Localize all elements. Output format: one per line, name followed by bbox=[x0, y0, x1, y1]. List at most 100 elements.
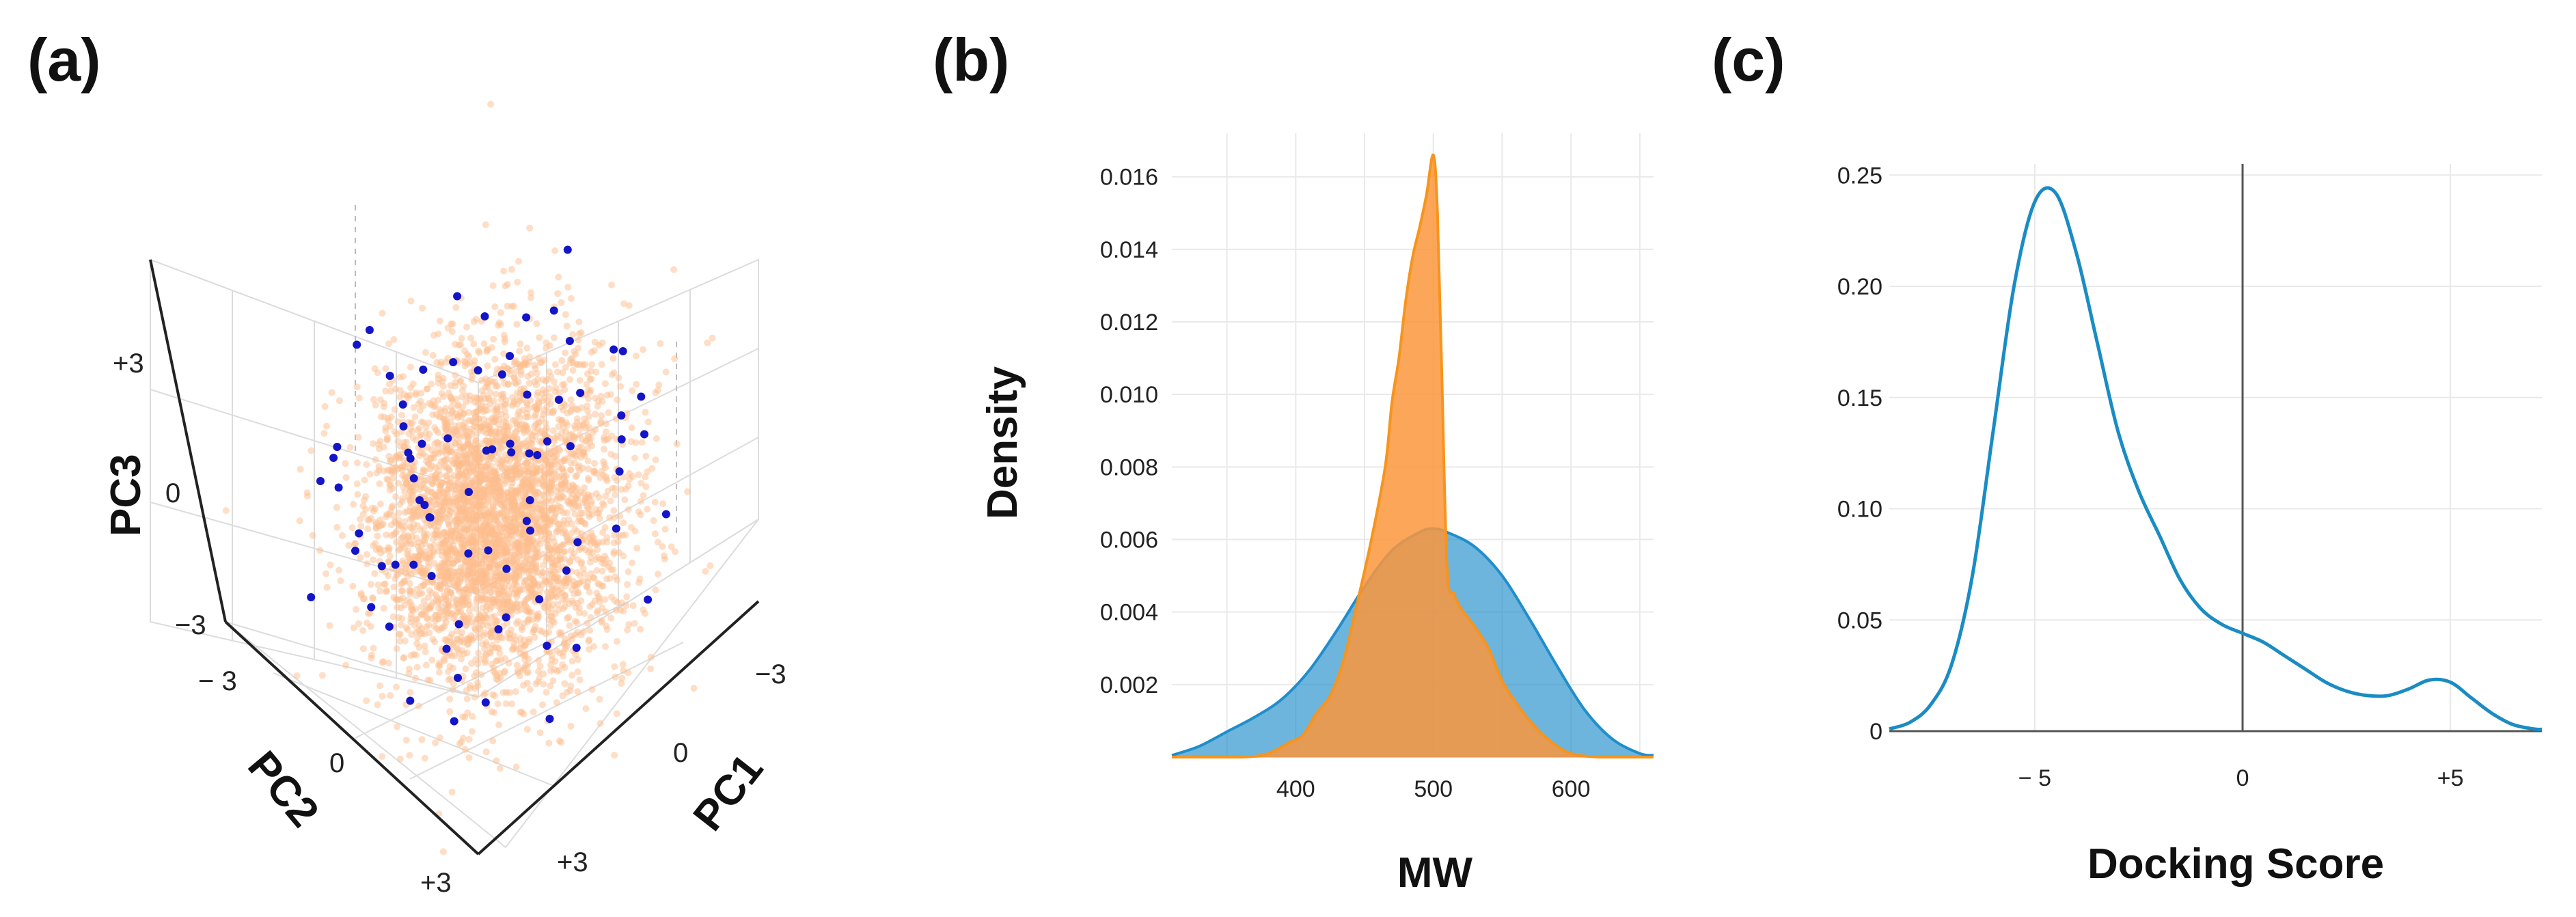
cloud-point bbox=[476, 493, 484, 500]
cloud-point bbox=[490, 599, 497, 607]
cloud-point bbox=[585, 424, 592, 431]
cloud-point bbox=[222, 507, 230, 515]
cloud-point bbox=[517, 397, 523, 405]
cloud-point bbox=[487, 428, 495, 436]
cloud-point bbox=[398, 565, 405, 573]
cloud-point bbox=[607, 614, 615, 622]
selected-point bbox=[563, 245, 572, 254]
selected-point bbox=[406, 696, 415, 705]
selected-point bbox=[502, 564, 511, 573]
cloud-point bbox=[548, 497, 556, 505]
selected-point bbox=[661, 510, 670, 519]
cloud-point bbox=[571, 422, 578, 430]
cloud-point bbox=[489, 564, 497, 571]
cloud-point bbox=[512, 763, 520, 771]
cloud-point bbox=[603, 626, 611, 633]
cloud-point bbox=[599, 604, 606, 612]
cloud-point bbox=[492, 383, 499, 389]
cloud-point bbox=[558, 541, 566, 549]
cloud-point bbox=[478, 387, 486, 394]
cloud-point bbox=[590, 534, 598, 542]
cloud-point bbox=[374, 701, 381, 709]
cloud-point bbox=[558, 739, 565, 746]
cloud-point bbox=[429, 635, 437, 643]
cloud-point bbox=[451, 454, 458, 461]
mw-x-axis-title: MW bbox=[1397, 849, 1473, 897]
cloud-point bbox=[591, 460, 599, 467]
selected-point bbox=[484, 546, 493, 555]
selected-point bbox=[522, 517, 531, 525]
cloud-point bbox=[428, 656, 436, 663]
cloud-point bbox=[602, 428, 609, 436]
cloud-point bbox=[533, 612, 540, 619]
cloud-point bbox=[349, 582, 357, 590]
cloud-point bbox=[629, 602, 637, 610]
pc2-tick-2: +3 bbox=[420, 868, 452, 898]
cloud-point bbox=[574, 668, 581, 676]
cloud-point bbox=[578, 558, 586, 566]
cloud-point bbox=[549, 408, 556, 415]
cloud-point bbox=[440, 456, 448, 464]
cloud-point bbox=[396, 443, 404, 450]
pc1-tick-1: 0 bbox=[673, 738, 688, 768]
selected-point bbox=[525, 449, 534, 458]
cloud-point bbox=[598, 412, 605, 420]
cloud-point bbox=[574, 629, 581, 636]
cloud-point bbox=[538, 497, 545, 505]
cloud-point bbox=[603, 477, 611, 484]
cloud-point bbox=[614, 538, 622, 545]
cloud-point bbox=[652, 586, 659, 594]
cloud-point bbox=[464, 441, 471, 448]
cloud-point bbox=[523, 553, 531, 561]
cloud-point bbox=[475, 480, 482, 487]
cloud-point bbox=[409, 487, 417, 495]
cloud-point bbox=[575, 491, 582, 499]
cloud-point bbox=[520, 385, 527, 392]
cloud-point bbox=[396, 374, 404, 381]
selected-point bbox=[502, 613, 510, 622]
cloud-point bbox=[525, 570, 532, 577]
cloud-point bbox=[461, 430, 469, 438]
cloud-point bbox=[478, 485, 486, 493]
cloud-point bbox=[459, 713, 467, 721]
cloud-point bbox=[478, 671, 485, 679]
cloud-point bbox=[531, 633, 538, 641]
selected-point bbox=[450, 717, 458, 726]
pc3-tick-2: −3 bbox=[175, 610, 206, 640]
cloud-point bbox=[566, 622, 573, 629]
cloud-point bbox=[588, 348, 595, 356]
pc1-axis-title: PC1 bbox=[685, 745, 773, 840]
cloud-point bbox=[602, 643, 609, 651]
cloud-point bbox=[642, 483, 650, 491]
cloud-point bbox=[543, 457, 550, 465]
cloud-point bbox=[690, 685, 698, 692]
cloud-point bbox=[370, 440, 376, 448]
cloud-point bbox=[527, 439, 534, 447]
cloud-point bbox=[611, 663, 618, 670]
cloud-point bbox=[662, 368, 670, 376]
cloud-point bbox=[463, 508, 470, 516]
selected-point bbox=[480, 312, 489, 320]
cloud-point bbox=[480, 631, 488, 639]
cloud-point bbox=[618, 674, 626, 682]
cloud-point bbox=[594, 579, 601, 587]
cloud-point bbox=[376, 480, 383, 487]
cloud-point bbox=[482, 659, 489, 666]
cloud-point bbox=[398, 587, 405, 594]
cloud-point bbox=[636, 575, 644, 583]
cloud-point bbox=[476, 394, 483, 402]
cloud-point bbox=[494, 657, 502, 664]
cloud-point bbox=[602, 493, 609, 500]
cloud-point bbox=[549, 617, 556, 625]
cloud-point bbox=[595, 342, 603, 349]
cloud-point bbox=[556, 649, 564, 657]
cloud-point bbox=[394, 723, 401, 730]
cloud-point bbox=[463, 323, 471, 331]
cloud-point bbox=[420, 573, 427, 580]
cloud-point bbox=[615, 374, 622, 381]
cloud-point bbox=[598, 361, 605, 368]
cloud-point bbox=[463, 695, 471, 702]
cloud-point bbox=[515, 360, 522, 368]
cloud-point bbox=[408, 524, 415, 532]
cloud-point bbox=[401, 489, 409, 496]
